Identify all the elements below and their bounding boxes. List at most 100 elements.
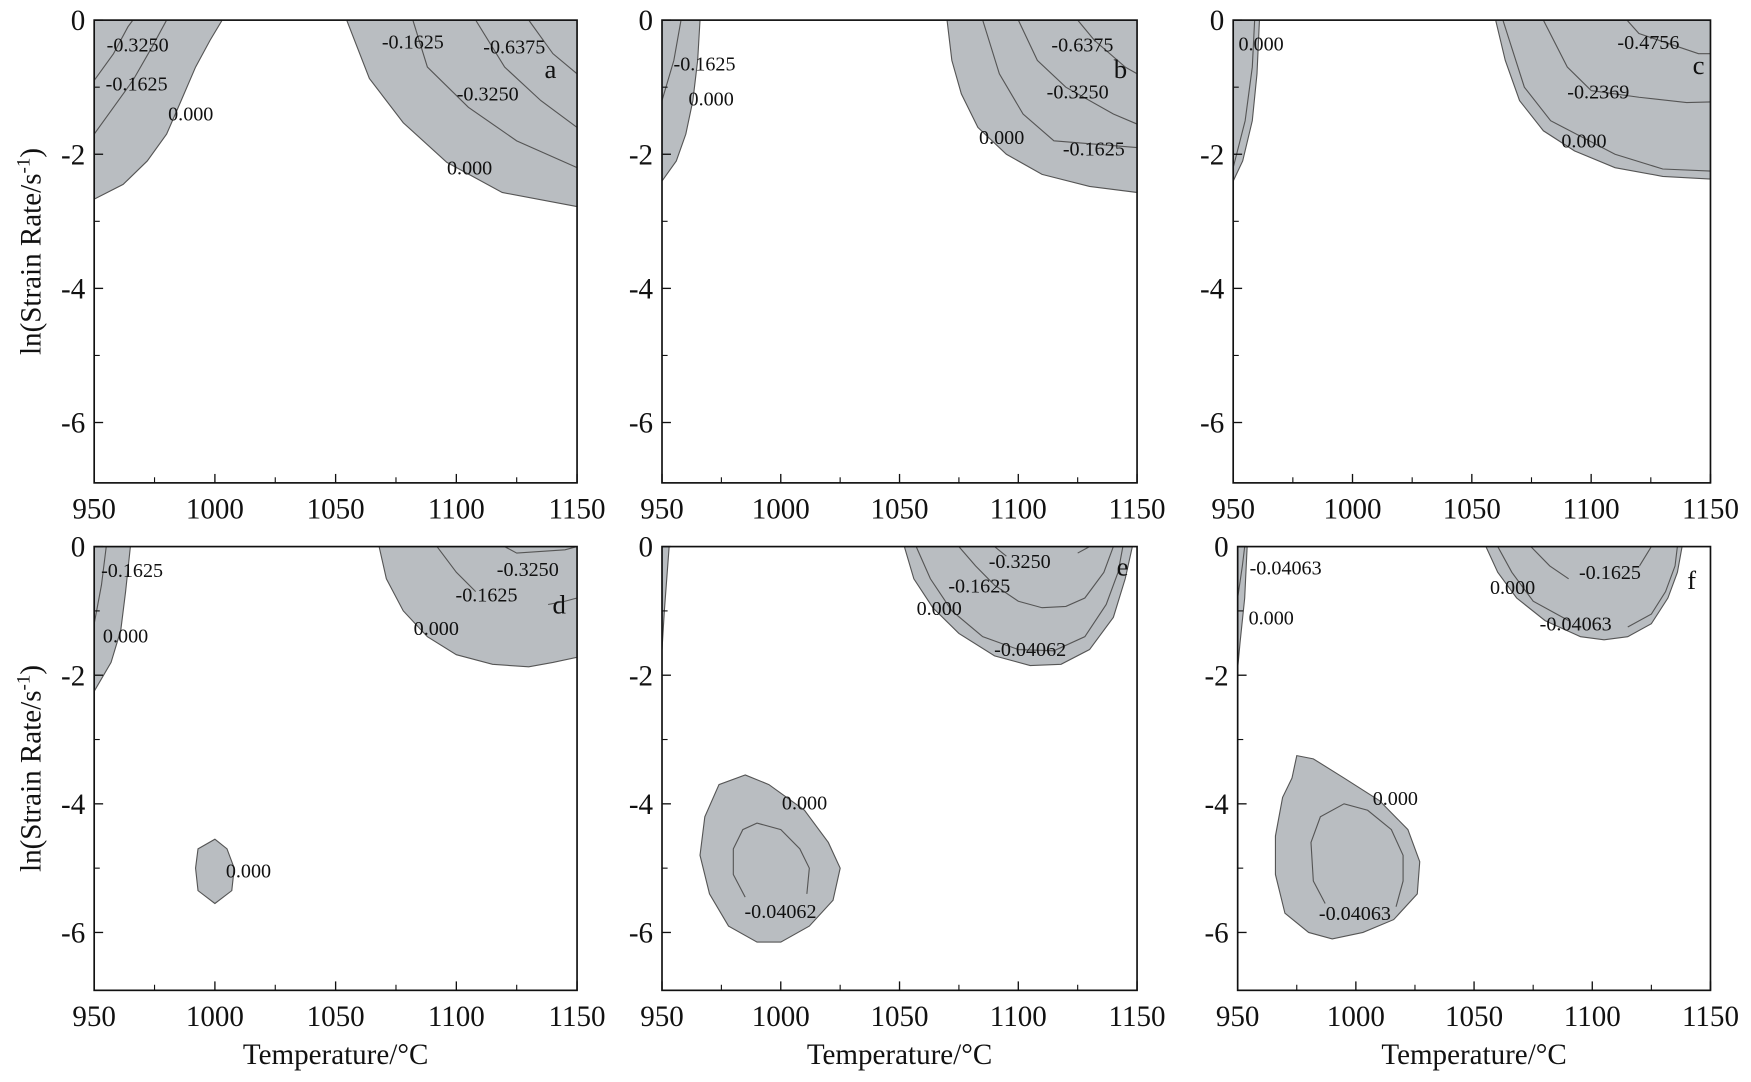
contour-label: -0.1625: [674, 53, 736, 75]
y-tick-label: -4: [1200, 273, 1225, 305]
contour-label: 0.000: [1249, 608, 1294, 630]
contour-line: [412, 20, 578, 169]
y-axis-title: ln(Strain Rate/s-1): [13, 148, 47, 355]
x-tick-label: 1100: [428, 494, 485, 526]
contour-label: -0.04062: [745, 901, 817, 923]
instability-region: [194, 838, 235, 905]
y-tick-label: -6: [629, 408, 653, 440]
plot-area: [662, 546, 1133, 943]
x-axis-title: Temperature/°C: [807, 1039, 992, 1071]
plot-area: [94, 20, 578, 208]
x-tick-label: 1000: [1327, 1001, 1385, 1033]
contour-label: -0.3250: [107, 35, 169, 57]
contour-line: [94, 20, 134, 81]
instability-region: [346, 20, 578, 208]
x-tick-label: 1100: [1563, 494, 1620, 526]
instability-region: [1274, 754, 1421, 940]
contour-line: [1627, 546, 1678, 628]
contour-line: [94, 20, 168, 135]
y-tick-label: 0: [639, 532, 654, 564]
instability-region: [378, 546, 578, 668]
contour-label: -0.1625: [382, 31, 444, 53]
contour-label: 0.000: [168, 104, 213, 126]
contour-label: -0.04063: [1250, 558, 1322, 580]
y-tick-label: -6: [1205, 918, 1229, 950]
instability-region: [903, 546, 1133, 667]
x-tick-label: 1150: [549, 494, 606, 526]
contour-label: -0.3250: [497, 559, 559, 581]
contour-line: [1310, 803, 1404, 907]
plot-area: [1237, 546, 1683, 940]
x-tick-label: 1050: [1443, 494, 1501, 526]
instability-region: [94, 546, 131, 693]
y-tick-label: -6: [1200, 408, 1224, 440]
x-tick-label: 950: [640, 494, 684, 526]
x-tick-label: 1050: [307, 494, 365, 526]
contour-label: -0.1625: [948, 576, 1010, 598]
contour-line: [1502, 20, 1711, 172]
plot-area: [94, 546, 578, 905]
panel-f: -0.040630.0000.000-0.1625-0.040630.000-0…: [1205, 532, 1739, 1071]
contour-label: 0.000: [1490, 577, 1535, 599]
x-tick-label: 1000: [186, 494, 244, 526]
contour-label: 0.000: [414, 618, 459, 640]
contour-line: [504, 546, 578, 554]
contour-label: -0.1625: [106, 74, 168, 96]
x-tick-label: 950: [640, 1001, 684, 1033]
x-tick-label: 950: [1211, 494, 1255, 526]
panel-letter: f: [1687, 565, 1696, 595]
instability-region: [662, 20, 701, 183]
contour-line: [732, 822, 810, 898]
contour-label: -0.6375: [483, 37, 545, 59]
contour-line: [1497, 546, 1569, 622]
x-tick-label: 950: [72, 494, 116, 526]
y-tick-label: -4: [629, 789, 654, 821]
panel-c: 0.000 -0.4756 -0.2369 0.000 c 950 1000 1050 1100…: [1200, 5, 1739, 525]
y-tick-label: -6: [629, 918, 653, 950]
contour-label: 0.000: [226, 860, 271, 882]
x-tick-label: 1050: [1445, 1001, 1503, 1033]
instability-region: [94, 20, 223, 200]
y-tick-label: -2: [1200, 139, 1224, 171]
contour-line: [994, 546, 1007, 557]
contour-line: [1626, 20, 1711, 55]
y-tick-label: -4: [1205, 789, 1230, 821]
contour-label: 0.000: [103, 626, 148, 648]
y-tick-label: -2: [1205, 660, 1229, 692]
y-tick-label: 0: [1214, 532, 1229, 564]
instability-region: [1495, 20, 1711, 180]
x-tick-label: 1150: [1682, 494, 1739, 526]
x-tick-label: 1150: [549, 1001, 606, 1033]
x-tick-label: 1050: [307, 1001, 365, 1033]
y-tick-label: -2: [61, 660, 85, 692]
contour-line: [1233, 20, 1256, 168]
panel-d: -0.1625 0.000 -0.3250 -0.1625 0.000 0.000 d 950…: [13, 532, 605, 1071]
x-tick-label: 1150: [1682, 1001, 1739, 1033]
x-tick-label: 1100: [990, 1001, 1047, 1033]
contour-label: -0.1625: [1063, 139, 1125, 161]
y-tick-label: -4: [629, 273, 654, 305]
contour-line: [915, 546, 1124, 652]
x-tick-label: 1050: [870, 1001, 928, 1033]
contour-label: -0.2369: [1567, 82, 1629, 104]
y-tick-label: -6: [61, 408, 85, 440]
contour-label: -0.1625: [456, 585, 518, 607]
x-tick-label: 1000: [752, 494, 810, 526]
contour-line: [1530, 546, 1569, 580]
plot-area: [1233, 20, 1711, 182]
x-tick-label: 950: [72, 1001, 116, 1033]
y-tick-label: 0: [639, 5, 654, 37]
x-tick-label: 1000: [1323, 494, 1381, 526]
contour-label: -0.1625: [101, 560, 163, 582]
contour-label: -0.04063: [1540, 613, 1612, 635]
contour-line: [982, 20, 1138, 149]
contour-label: 0.000: [917, 598, 962, 620]
contour-label: -0.3250: [457, 84, 519, 106]
y-axis-title: ln(Strain Rate/s-1): [13, 665, 47, 872]
contour-line: [1017, 20, 1138, 125]
x-tick-label: 1100: [1564, 1001, 1621, 1033]
instability-region: [1237, 546, 1248, 669]
contour-line: [1077, 546, 1090, 554]
